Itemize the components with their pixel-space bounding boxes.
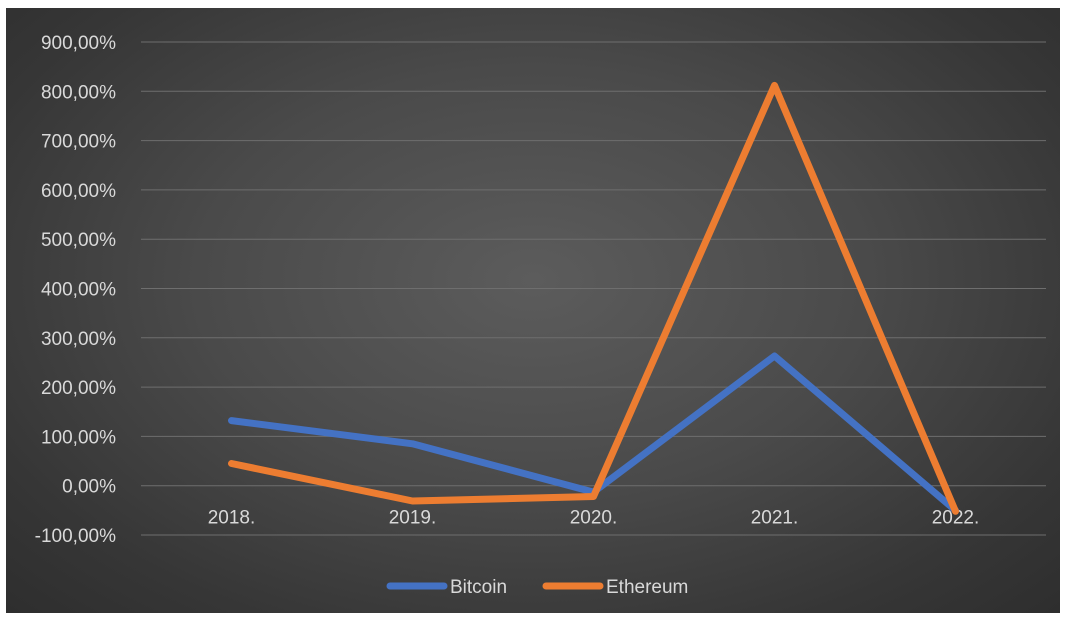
data-point-ethereum bbox=[411, 499, 414, 503]
series-lines bbox=[228, 81, 959, 515]
y-tick-label: 800,00% bbox=[41, 82, 116, 103]
x-axis-tick-labels: 2018. 2019. 2020. 2021. 2022. bbox=[208, 508, 980, 529]
data-point-ethereum bbox=[773, 83, 776, 87]
y-tick-label: 500,00% bbox=[41, 230, 116, 251]
x-tick-label: 2021. bbox=[751, 508, 799, 529]
legend-item-bitcoin: Bitcoin bbox=[386, 577, 507, 598]
grid-lines bbox=[141, 41, 1046, 536]
y-tick-label: 700,00% bbox=[41, 132, 116, 153]
data-point-bitcoin bbox=[230, 419, 233, 423]
data-point-ethereum bbox=[230, 462, 233, 466]
line-chart: -100,00% 0,00% 100,00% 200,00% 300,00% 400,00… bbox=[35, 33, 1046, 598]
y-tick-label: -100,00% bbox=[35, 526, 116, 547]
y-axis-tick-labels: -100,00% 0,00% 100,00% 200,00% 300,00% 400,00… bbox=[35, 33, 116, 547]
legend-label: Bitcoin bbox=[450, 577, 507, 598]
x-tick-label: 2019. bbox=[389, 508, 437, 529]
y-tick-label: 900,00% bbox=[41, 33, 116, 54]
chart-area: -100,00% 0,00% 100,00% 200,00% 300,00% 400,00… bbox=[6, 8, 1060, 613]
x-tick-label: 2020. bbox=[570, 508, 618, 529]
y-tick-label: 0,00% bbox=[62, 477, 116, 498]
y-tick-label: 200,00% bbox=[41, 378, 116, 399]
y-tick-label: 300,00% bbox=[41, 329, 116, 350]
legend-item-ethereum: Ethereum bbox=[542, 577, 688, 598]
legend-label: Ethereum bbox=[606, 577, 688, 598]
y-tick-label: 400,00% bbox=[41, 280, 116, 301]
data-point-bitcoin bbox=[411, 442, 414, 446]
data-point-bitcoin bbox=[773, 354, 776, 358]
data-point-ethereum bbox=[592, 495, 595, 499]
x-tick-label: 2018. bbox=[208, 508, 256, 529]
x-tick-label: 2022. bbox=[932, 508, 980, 529]
legend: Bitcoin Ethereum bbox=[386, 577, 688, 598]
y-tick-label: 100,00% bbox=[41, 427, 116, 448]
y-tick-label: 600,00% bbox=[41, 181, 116, 202]
data-point-ethereum bbox=[954, 509, 957, 513]
series-line-ethereum bbox=[228, 81, 959, 515]
